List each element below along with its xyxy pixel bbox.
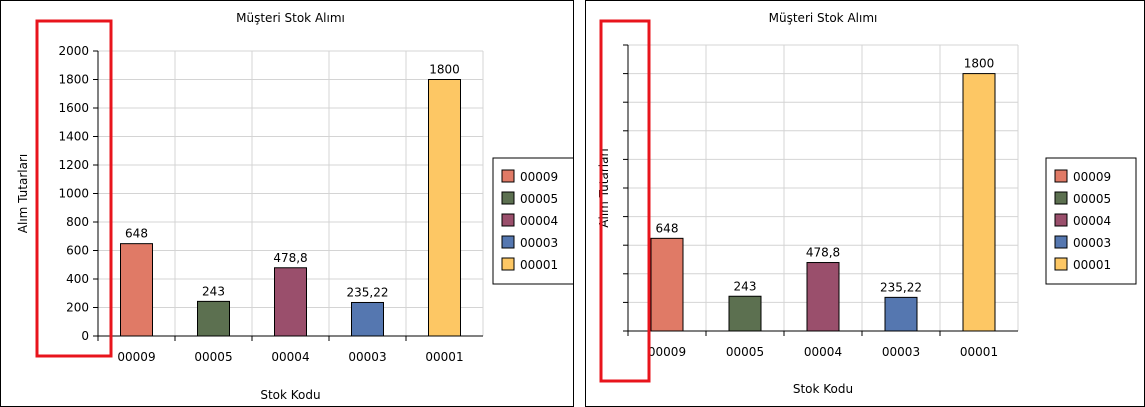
y-axis-title: Alım Tutarları — [16, 154, 30, 233]
legend-swatch-00004 — [1054, 213, 1068, 227]
bar-chart-right: Müşteri Stok Alımı 648 00009 243 00005 478,8 0… — [597, 11, 1137, 396]
y-tick-label: 600 — [66, 244, 89, 258]
legend-swatch-00001 — [1054, 257, 1068, 271]
legend-swatch-00009 — [501, 169, 515, 183]
x-tick-label: 00009 — [117, 350, 155, 364]
bar-00009 — [650, 237, 684, 332]
legend-label-00003: 00003 — [520, 236, 558, 250]
legend-label-00005: 00005 — [1073, 192, 1111, 206]
highlight-frame — [35, 19, 113, 358]
bar-chart-left: Müşteri Stok Alımı 0 200 400 600 800 1000 1200 1… — [16, 11, 573, 402]
bar-00004 — [806, 262, 840, 332]
data-label-00004: 478,8 — [806, 246, 840, 260]
data-label-00005: 243 — [202, 284, 225, 298]
chart-panel-left: Müşteri Stok Alımı 0 200 400 600 800 1000 1200 1… — [0, 0, 574, 407]
bar-00004 — [274, 267, 307, 337]
data-label-00005: 243 — [734, 279, 757, 293]
chart-panel-right: Müşteri Stok Alımı 648 00009 243 00005 478,8 0… — [585, 0, 1145, 407]
legend-label-00004: 00004 — [1073, 214, 1111, 228]
legend-swatch-00005 — [501, 191, 515, 205]
bar-00003 — [884, 296, 918, 332]
x-tick-label: 00004 — [271, 350, 309, 364]
chart-title: Müşteri Stok Alımı — [236, 11, 345, 25]
legend-label-00009: 00009 — [1073, 170, 1111, 184]
legend-swatch-00005 — [1054, 191, 1068, 205]
bar-00001 — [428, 79, 461, 337]
y-tick-label: 1200 — [58, 158, 89, 172]
data-label-00009: 648 — [656, 221, 679, 235]
x-tick-label: 00004 — [804, 345, 842, 359]
chart-title: Müşteri Stok Alımı — [769, 11, 878, 25]
y-tick-label: 800 — [66, 215, 89, 229]
y-tick-label: 0 — [81, 329, 89, 343]
legend-label-00003: 00003 — [1073, 236, 1111, 250]
y-tick-label: 1000 — [58, 187, 89, 201]
data-label-00003: 235,22 — [347, 285, 389, 299]
y-tick-label: 1800 — [58, 73, 89, 87]
y-tick-label: 200 — [66, 301, 89, 315]
legend-swatch-00009 — [1054, 169, 1068, 183]
x-tick-label: 00001 — [425, 350, 463, 364]
x-axis-title: Stok Kodu — [793, 382, 853, 396]
legend-label-00001: 00001 — [520, 258, 558, 272]
y-tick-label: 1600 — [58, 101, 89, 115]
bar-00005 — [197, 300, 230, 337]
data-label-00001: 1800 — [964, 57, 995, 71]
legend-swatch-00003 — [1054, 235, 1068, 249]
legend-swatch-00004 — [501, 213, 515, 227]
data-label-00004: 478,8 — [273, 251, 307, 265]
data-label-00001: 1800 — [429, 63, 460, 77]
legend-label-00001: 00001 — [1073, 258, 1111, 272]
y-tick-label: 1400 — [58, 130, 89, 144]
x-tick-label: 00005 — [726, 345, 764, 359]
legend-swatch-00001 — [501, 257, 515, 271]
legend-label-00005: 00005 — [520, 192, 558, 206]
x-tick-label: 00001 — [960, 345, 998, 359]
x-tick-label: 00003 — [348, 350, 386, 364]
data-label-00003: 235,22 — [880, 280, 922, 294]
legend-label-00004: 00004 — [520, 214, 558, 228]
y-axis-title: Alım Tutarları — [597, 148, 611, 227]
y-tick-label: 2000 — [58, 44, 89, 58]
legend-swatch-00003 — [501, 235, 515, 249]
bar-00003 — [351, 301, 384, 337]
highlight-frame — [599, 19, 651, 383]
x-tick-label: 00009 — [648, 345, 686, 359]
bar-00005 — [728, 295, 762, 332]
legend-label-00009: 00009 — [520, 170, 558, 184]
x-tick-label: 00003 — [882, 345, 920, 359]
data-label-00009: 648 — [125, 227, 148, 241]
y-tick-label: 400 — [66, 272, 89, 286]
bar-00001 — [962, 73, 996, 332]
bar-00009 — [120, 243, 153, 337]
x-axis-title: Stok Kodu — [260, 388, 320, 402]
x-tick-label: 00005 — [194, 350, 232, 364]
